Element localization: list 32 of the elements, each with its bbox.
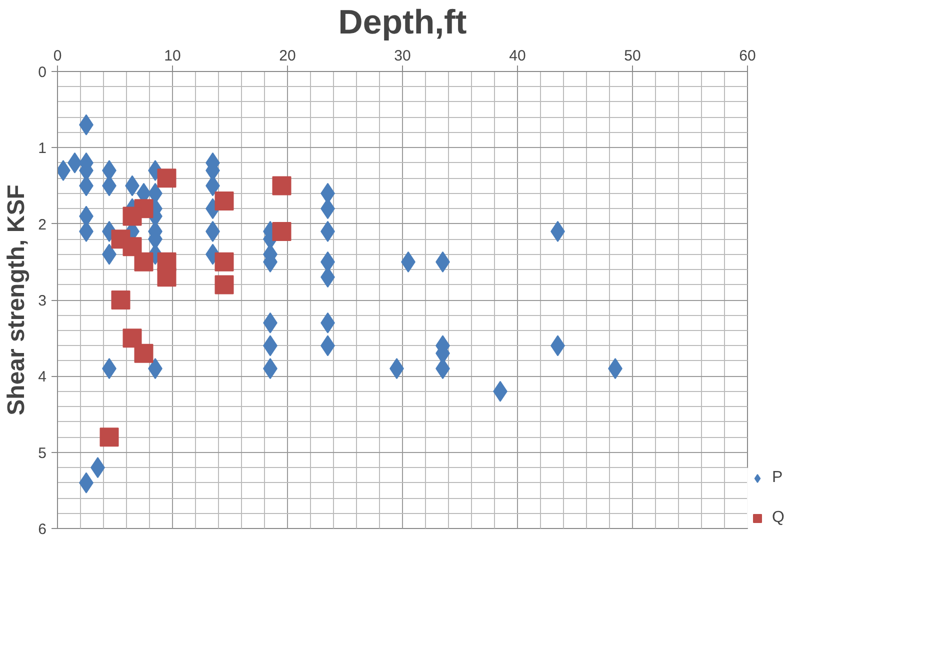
x-tick-label: 60 <box>739 48 756 64</box>
x-tick-label: 30 <box>394 48 411 64</box>
x-tick-label: 20 <box>279 48 296 64</box>
x-tick-label: 0 <box>53 48 62 64</box>
legend-label: Q <box>772 509 786 527</box>
x-tick-label: 40 <box>509 48 526 64</box>
point <box>157 168 176 188</box>
point <box>214 275 234 294</box>
point <box>157 268 176 287</box>
x-tick-label: 10 <box>164 48 181 64</box>
legend-label: P <box>772 469 784 487</box>
point <box>122 206 142 226</box>
y-tick-label: 0 <box>38 64 46 81</box>
y-axis-title: Shear strength, KSF <box>3 184 30 416</box>
point <box>134 344 154 363</box>
y-tick-label: 2 <box>38 216 46 234</box>
point <box>272 176 292 196</box>
y-tick-label: 1 <box>38 140 46 158</box>
point <box>272 222 292 241</box>
point <box>134 252 154 272</box>
y-tick-label: 6 <box>38 521 46 538</box>
point <box>111 290 130 310</box>
y-tick-label: 4 <box>38 368 46 386</box>
x-tick-label: 50 <box>624 48 641 64</box>
point <box>100 428 119 447</box>
point <box>122 328 142 348</box>
point <box>214 191 234 210</box>
x-axis-title: Depth,ft <box>338 4 467 42</box>
y-tick-label: 5 <box>38 444 46 462</box>
point <box>214 252 234 272</box>
point <box>122 237 142 256</box>
y-tick-label: 3 <box>38 292 46 310</box>
